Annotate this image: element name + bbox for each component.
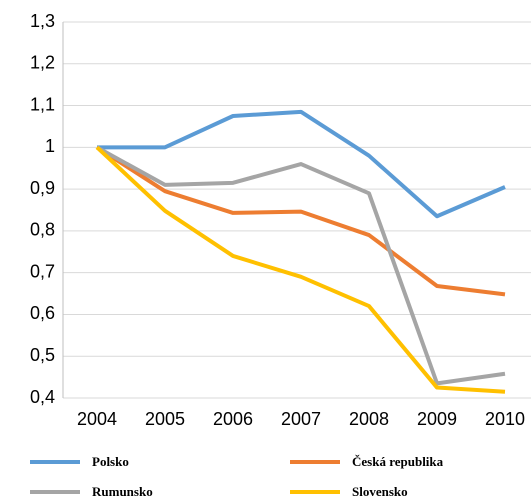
x-tick-label: 2007: [281, 409, 321, 429]
y-tick-label: 0,7: [30, 261, 55, 281]
x-tick-label: 2006: [213, 409, 253, 429]
series-line: [97, 109, 506, 219]
x-tick-label: 2008: [349, 409, 389, 429]
x-tick-label: 2009: [417, 409, 457, 429]
x-tick-label: 2010: [485, 409, 525, 429]
y-tick-label: 0,5: [30, 345, 55, 365]
legend-label: Česká republika: [352, 454, 444, 469]
series-line: [95, 145, 506, 394]
y-tick-label: 1,1: [30, 94, 55, 114]
x-tick-label: 2005: [145, 409, 185, 429]
y-tick-label: 0,9: [30, 178, 55, 198]
y-tick-label: 1,2: [30, 53, 55, 73]
series-line: [95, 145, 506, 297]
series-line: [96, 145, 506, 386]
y-tick-label: 1: [45, 136, 55, 156]
y-tick-label: 0,6: [30, 303, 55, 323]
legend-label: Rumunsko: [92, 484, 153, 499]
y-tick-label: 1,3: [30, 11, 55, 31]
x-tick-label: 2004: [77, 409, 117, 429]
legend-label: Polsko: [92, 454, 129, 469]
legend-label: Slovensko: [352, 484, 408, 499]
y-tick-label: 0,8: [30, 220, 55, 240]
y-tick-label: 0,4: [30, 387, 55, 407]
